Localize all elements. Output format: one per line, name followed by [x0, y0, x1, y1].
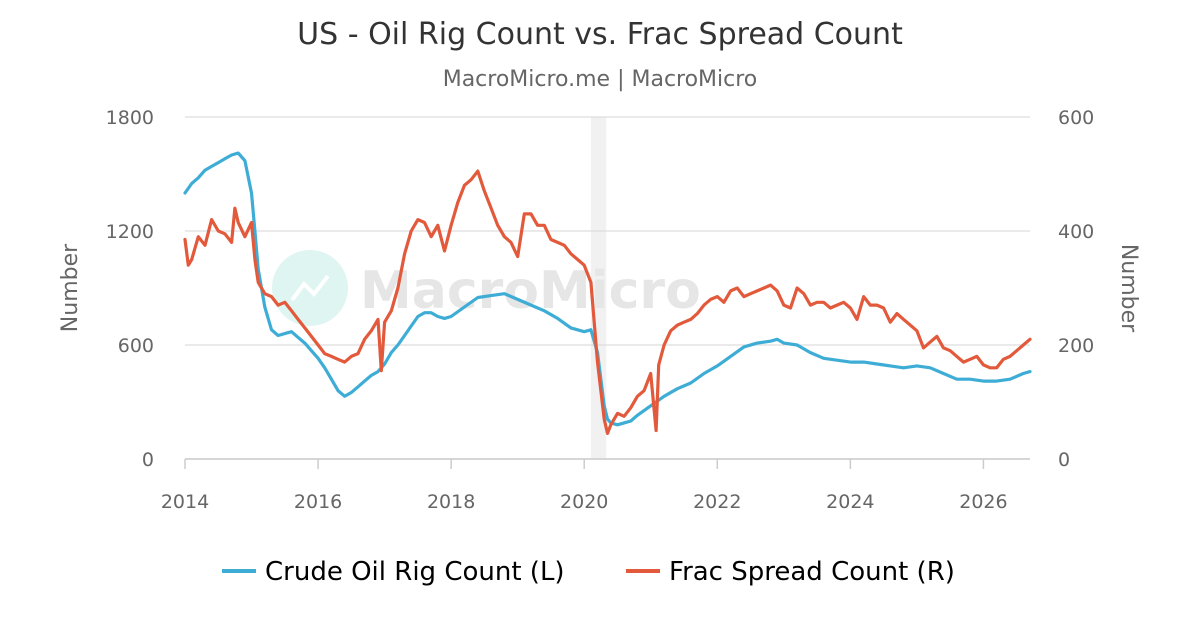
y-axis-right: 0 200 400 600: [1058, 107, 1094, 471]
y-left-tick-label: 0: [142, 449, 154, 471]
watermark-logo-chart-icon: [290, 274, 330, 302]
y-axis-left: 0 600 1200 1800: [106, 107, 154, 471]
legend: Crude Oil Rig Count (L) Frac Spread Count…: [222, 557, 955, 587]
y-left-tick-label: 600: [118, 335, 154, 357]
x-tick-label: 2024: [826, 491, 874, 513]
y-right-tick-label: 600: [1058, 107, 1094, 129]
chart-subtitle: MacroMicro.me | MacroMicro: [443, 67, 758, 92]
y-right-tick-label: 400: [1058, 221, 1094, 243]
watermark: MacroMicro: [272, 250, 701, 326]
x-tick-label: 2020: [560, 491, 608, 513]
watermark-text: MacroMicro: [360, 261, 701, 321]
y-right-tick-label: 200: [1058, 335, 1094, 357]
y-axis-left-title: Number: [58, 243, 83, 332]
x-axis: 2014 2016 2018 2020 2022 2024 2026: [161, 458, 1030, 513]
shaded-region: [590, 117, 607, 459]
y-right-tick-label: 0: [1058, 449, 1070, 471]
series-line-1: [183, 151, 1032, 427]
y-left-tick-label: 1800: [106, 107, 154, 129]
x-tick-label: 2022: [693, 491, 741, 513]
x-tick-label: 2014: [161, 491, 209, 513]
x-tick-label: 2018: [427, 491, 475, 513]
series-line-2: [183, 169, 1032, 435]
y-axis-right-title: Number: [1116, 244, 1141, 333]
series-lines: [183, 151, 1032, 435]
y-left-tick-label: 1200: [106, 221, 154, 243]
legend-label: Frac Spread Count (R): [669, 557, 955, 587]
x-tick-label: 2026: [959, 491, 1007, 513]
x-tick-label: 2016: [294, 491, 342, 513]
chart-title: US - Oil Rig Count vs. Frac Spread Count: [297, 17, 903, 52]
legend-label: Crude Oil Rig Count (L): [265, 557, 565, 587]
